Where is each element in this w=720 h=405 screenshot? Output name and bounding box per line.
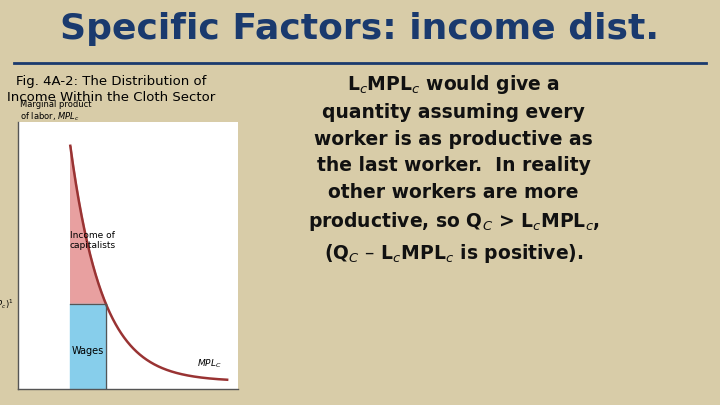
Text: Specific Factors: income dist.: Specific Factors: income dist.: [60, 12, 660, 46]
Text: Fig. 4A-2: The Distribution of: Fig. 4A-2: The Distribution of: [17, 75, 207, 88]
Text: Marginal product
of labor, $MPL_c$: Marginal product of labor, $MPL_c$: [20, 100, 91, 124]
Text: Income of
capitalists: Income of capitalists: [69, 231, 115, 250]
Text: Wages: Wages: [72, 345, 104, 356]
Text: Income Within the Cloth Sector: Income Within the Cloth Sector: [7, 91, 216, 104]
Text: L$_c$MPL$_c$ would give a
quantity assuming every
worker is as productive as
the: L$_c$MPL$_c$ would give a quantity assum…: [307, 73, 600, 265]
Text: $(w/P_c)^1$: $(w/P_c)^1$: [0, 297, 14, 311]
Text: $MPL_C$: $MPL_C$: [197, 357, 222, 370]
